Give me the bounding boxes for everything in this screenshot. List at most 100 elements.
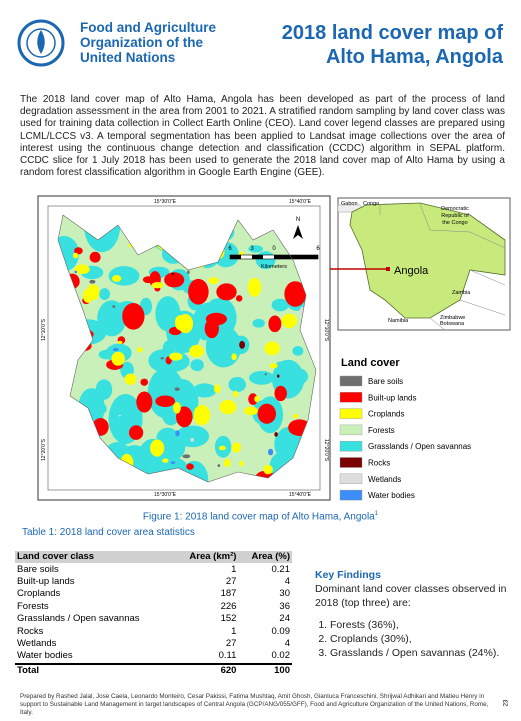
table-cell: 36 <box>279 600 290 612</box>
land-cover-patch <box>231 442 241 453</box>
table-cell: 0.21 <box>271 563 291 575</box>
land-cover-patch <box>151 282 164 289</box>
table-cell: Total <box>15 662 175 677</box>
land-cover-patch <box>288 368 309 385</box>
title-line: 2018 land cover map of <box>281 22 503 44</box>
coord-label: 12°10'0"S <box>41 318 47 341</box>
table-cell: 24 <box>279 613 290 625</box>
map-neatline <box>47 205 321 491</box>
scale-bar <box>229 254 319 260</box>
land-cover-patch <box>169 352 183 361</box>
land-cover-patch <box>205 312 227 326</box>
legend-swatch <box>339 424 363 436</box>
legend-label: Forests <box>368 426 395 435</box>
key-finding: Croplands (30%), <box>330 632 515 646</box>
inset-label: the Congo <box>442 220 467 226</box>
land-cover-patch <box>208 277 219 285</box>
table-caption: Table 1: 2018 land cover area statistics <box>22 527 195 538</box>
land-cover-patch <box>137 346 143 353</box>
land-cover-patch <box>117 340 123 344</box>
table-row: Wetlands 27 4 <box>15 638 292 650</box>
table-cell: Bare soils <box>17 563 59 575</box>
land-cover-patch <box>74 264 90 275</box>
legend-label: Built-up lands <box>368 393 416 402</box>
table-cell: Forests <box>17 600 49 612</box>
inset-label: Congo <box>363 201 379 207</box>
land-cover-patch <box>192 383 217 398</box>
inset-label: Democratic <box>441 206 469 212</box>
land-cover-patch <box>136 391 153 413</box>
land-cover-patch <box>264 341 280 356</box>
total-row: Total 620 100 <box>15 662 292 677</box>
inset-borders <box>379 203 506 331</box>
land-cover-patch <box>228 377 246 393</box>
legend-title: Land cover <box>341 357 400 369</box>
org-line: Food and Agriculture <box>80 20 216 35</box>
coord-label: 15°30'0"E <box>154 199 177 205</box>
land-cover-patch <box>176 406 193 428</box>
column-header: Area (km²) <box>174 551 239 564</box>
table-cell: 620 <box>174 662 239 677</box>
land-cover-patch <box>170 461 176 464</box>
land-cover-patch <box>58 235 79 272</box>
land-cover-patch <box>292 346 304 356</box>
inset-label: Angola <box>394 265 429 277</box>
coord-label: 12°10'0"S <box>323 319 329 342</box>
land-cover-patch <box>86 284 100 301</box>
land-cover-patch <box>268 315 282 333</box>
figure-caption: Figure 1: 2018 land cover map of Alto Ha… <box>0 511 521 522</box>
land-cover-patch <box>274 385 287 402</box>
coord-label: 12°20'0"S <box>323 439 329 462</box>
legend-swatch <box>339 473 363 484</box>
area-table: Land cover class Area (km²) Area (%) Bare s… <box>15 551 292 677</box>
land-cover-patch <box>254 395 260 403</box>
inset-label: Republic of <box>441 213 469 219</box>
title: 2018 land cover map of Alto Hama, Angola <box>282 21 503 69</box>
coord-label: 15°40'0"E <box>289 199 312 205</box>
scale-tick: 0 <box>272 246 276 252</box>
map-figure: 15°30'0"E 15°40'0"E 15°30'0"E 15°40'0"E … <box>37 195 511 501</box>
fao-logo <box>17 19 65 67</box>
key-findings-intro: Dominant land cover classes observed in … <box>315 583 507 609</box>
land-cover-patch <box>159 438 182 452</box>
land-cover-patch <box>190 437 194 442</box>
locator-box <box>386 267 390 271</box>
land-cover-patch <box>72 252 79 259</box>
legend-label: Grasslands / Open savannas <box>368 442 471 451</box>
table-header-row: Land cover class Area (km²) Area (%) <box>15 551 292 564</box>
land-cover-patch <box>247 277 262 297</box>
land-cover-patch <box>74 247 83 255</box>
land-cover-patch <box>252 318 265 328</box>
land-cover-patch <box>124 373 137 385</box>
land-cover-patch <box>186 463 194 470</box>
land-cover-patch <box>239 340 246 349</box>
land-cover-patch <box>219 399 237 415</box>
coord-label: 15°30'0"E <box>154 492 177 498</box>
land-cover-patch <box>122 303 145 330</box>
land-cover-patch <box>269 363 278 369</box>
land-cover-patch <box>174 387 180 391</box>
scale-tick: 3 <box>250 246 254 252</box>
table-cell: 1 <box>231 563 237 575</box>
org-line: United Nations <box>80 50 176 65</box>
land-cover-patch <box>74 270 78 274</box>
column-header: Area (%) <box>238 551 292 564</box>
org-line: Organization of the <box>80 35 203 50</box>
land-cover-patch <box>160 357 164 360</box>
legend-swatch <box>339 457 363 468</box>
land-cover-patch <box>189 344 204 358</box>
land-cover-patch <box>162 458 169 463</box>
north-label: N <box>296 217 300 223</box>
key-finding: Forests (36%), <box>330 618 515 632</box>
land-cover-patch <box>187 270 190 275</box>
land-cover-patch <box>190 359 204 372</box>
key-findings-title: Key Findings <box>315 569 381 581</box>
land-cover-patch <box>267 448 274 456</box>
legend: Bare soils Built-up lands Croplands Forests… <box>339 375 471 501</box>
land-cover-patch <box>235 295 243 302</box>
table-cell: Wetlands <box>17 637 57 649</box>
land-cover-patch <box>140 378 149 386</box>
land-cover-patch <box>193 404 211 426</box>
land-cover-patch <box>164 272 185 288</box>
land-cover-patch <box>249 370 275 385</box>
